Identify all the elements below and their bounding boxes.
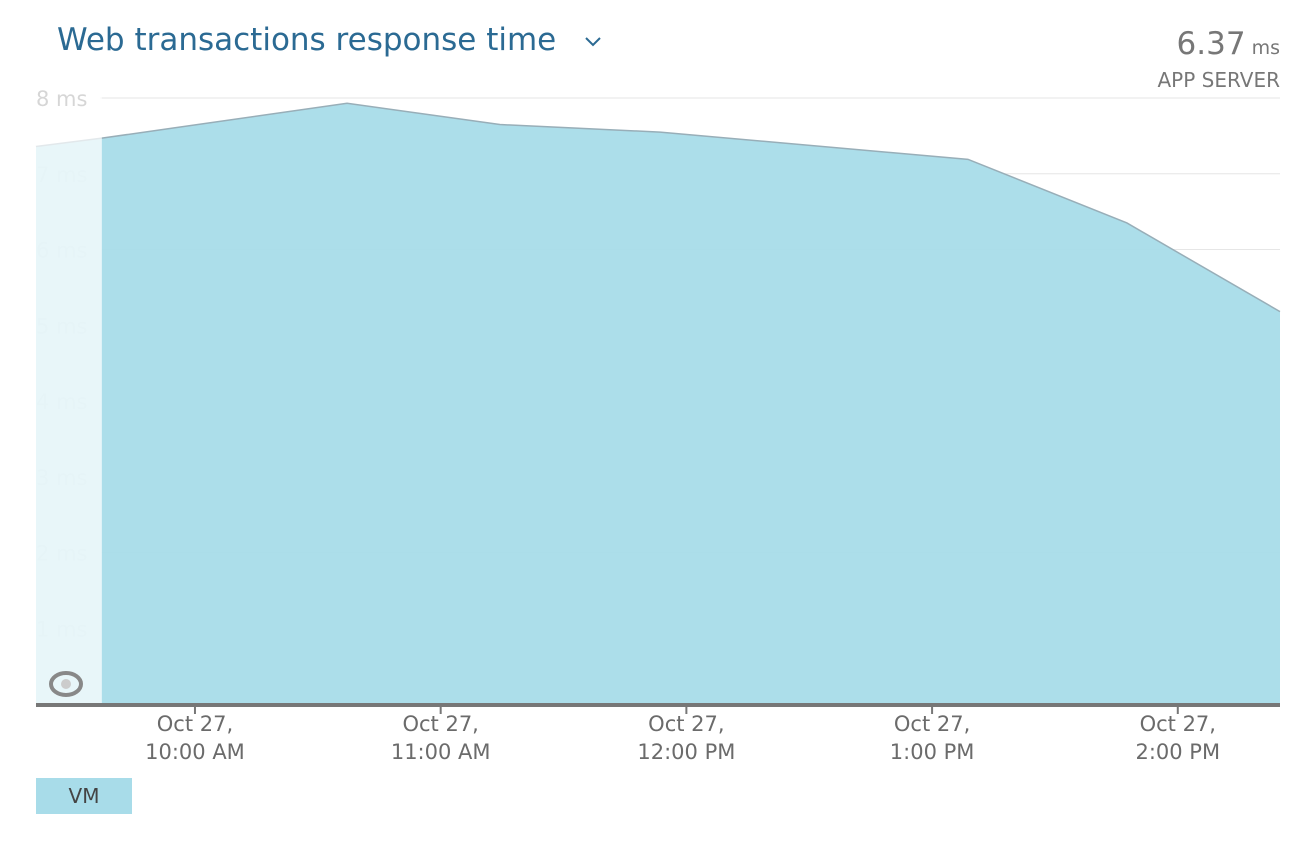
x-tick-label: Oct 27, 2:00 PM (1135, 712, 1221, 764)
summary-label: APP SERVER (1157, 68, 1280, 92)
legend-item[interactable]: VM (36, 778, 132, 814)
x-tick-label: Oct 27, 10:00 AM (145, 712, 245, 764)
chart-title-dropdown[interactable]: Web transactions response time (57, 22, 602, 58)
area (36, 103, 1280, 705)
x-tick-label: Oct 27, 11:00 AM (390, 712, 491, 764)
summary-unit: ms (1251, 37, 1280, 59)
dropdown-chevron (585, 36, 601, 46)
x-tick-label: Oct 27, 12:00 PM (637, 712, 736, 764)
chart-title: Web transactions response time (57, 22, 557, 58)
summary: 6.37 ms (1177, 26, 1280, 62)
x-tick-label: Oct 27, 1:00 PM (889, 712, 975, 764)
legend-label: VM (68, 784, 100, 808)
area-line (35, 102, 1281, 313)
eye-pupil (61, 679, 71, 689)
eye-icon (49, 671, 83, 697)
faded-region (36, 88, 102, 704)
summary-value: 6.37 (1176, 26, 1246, 62)
